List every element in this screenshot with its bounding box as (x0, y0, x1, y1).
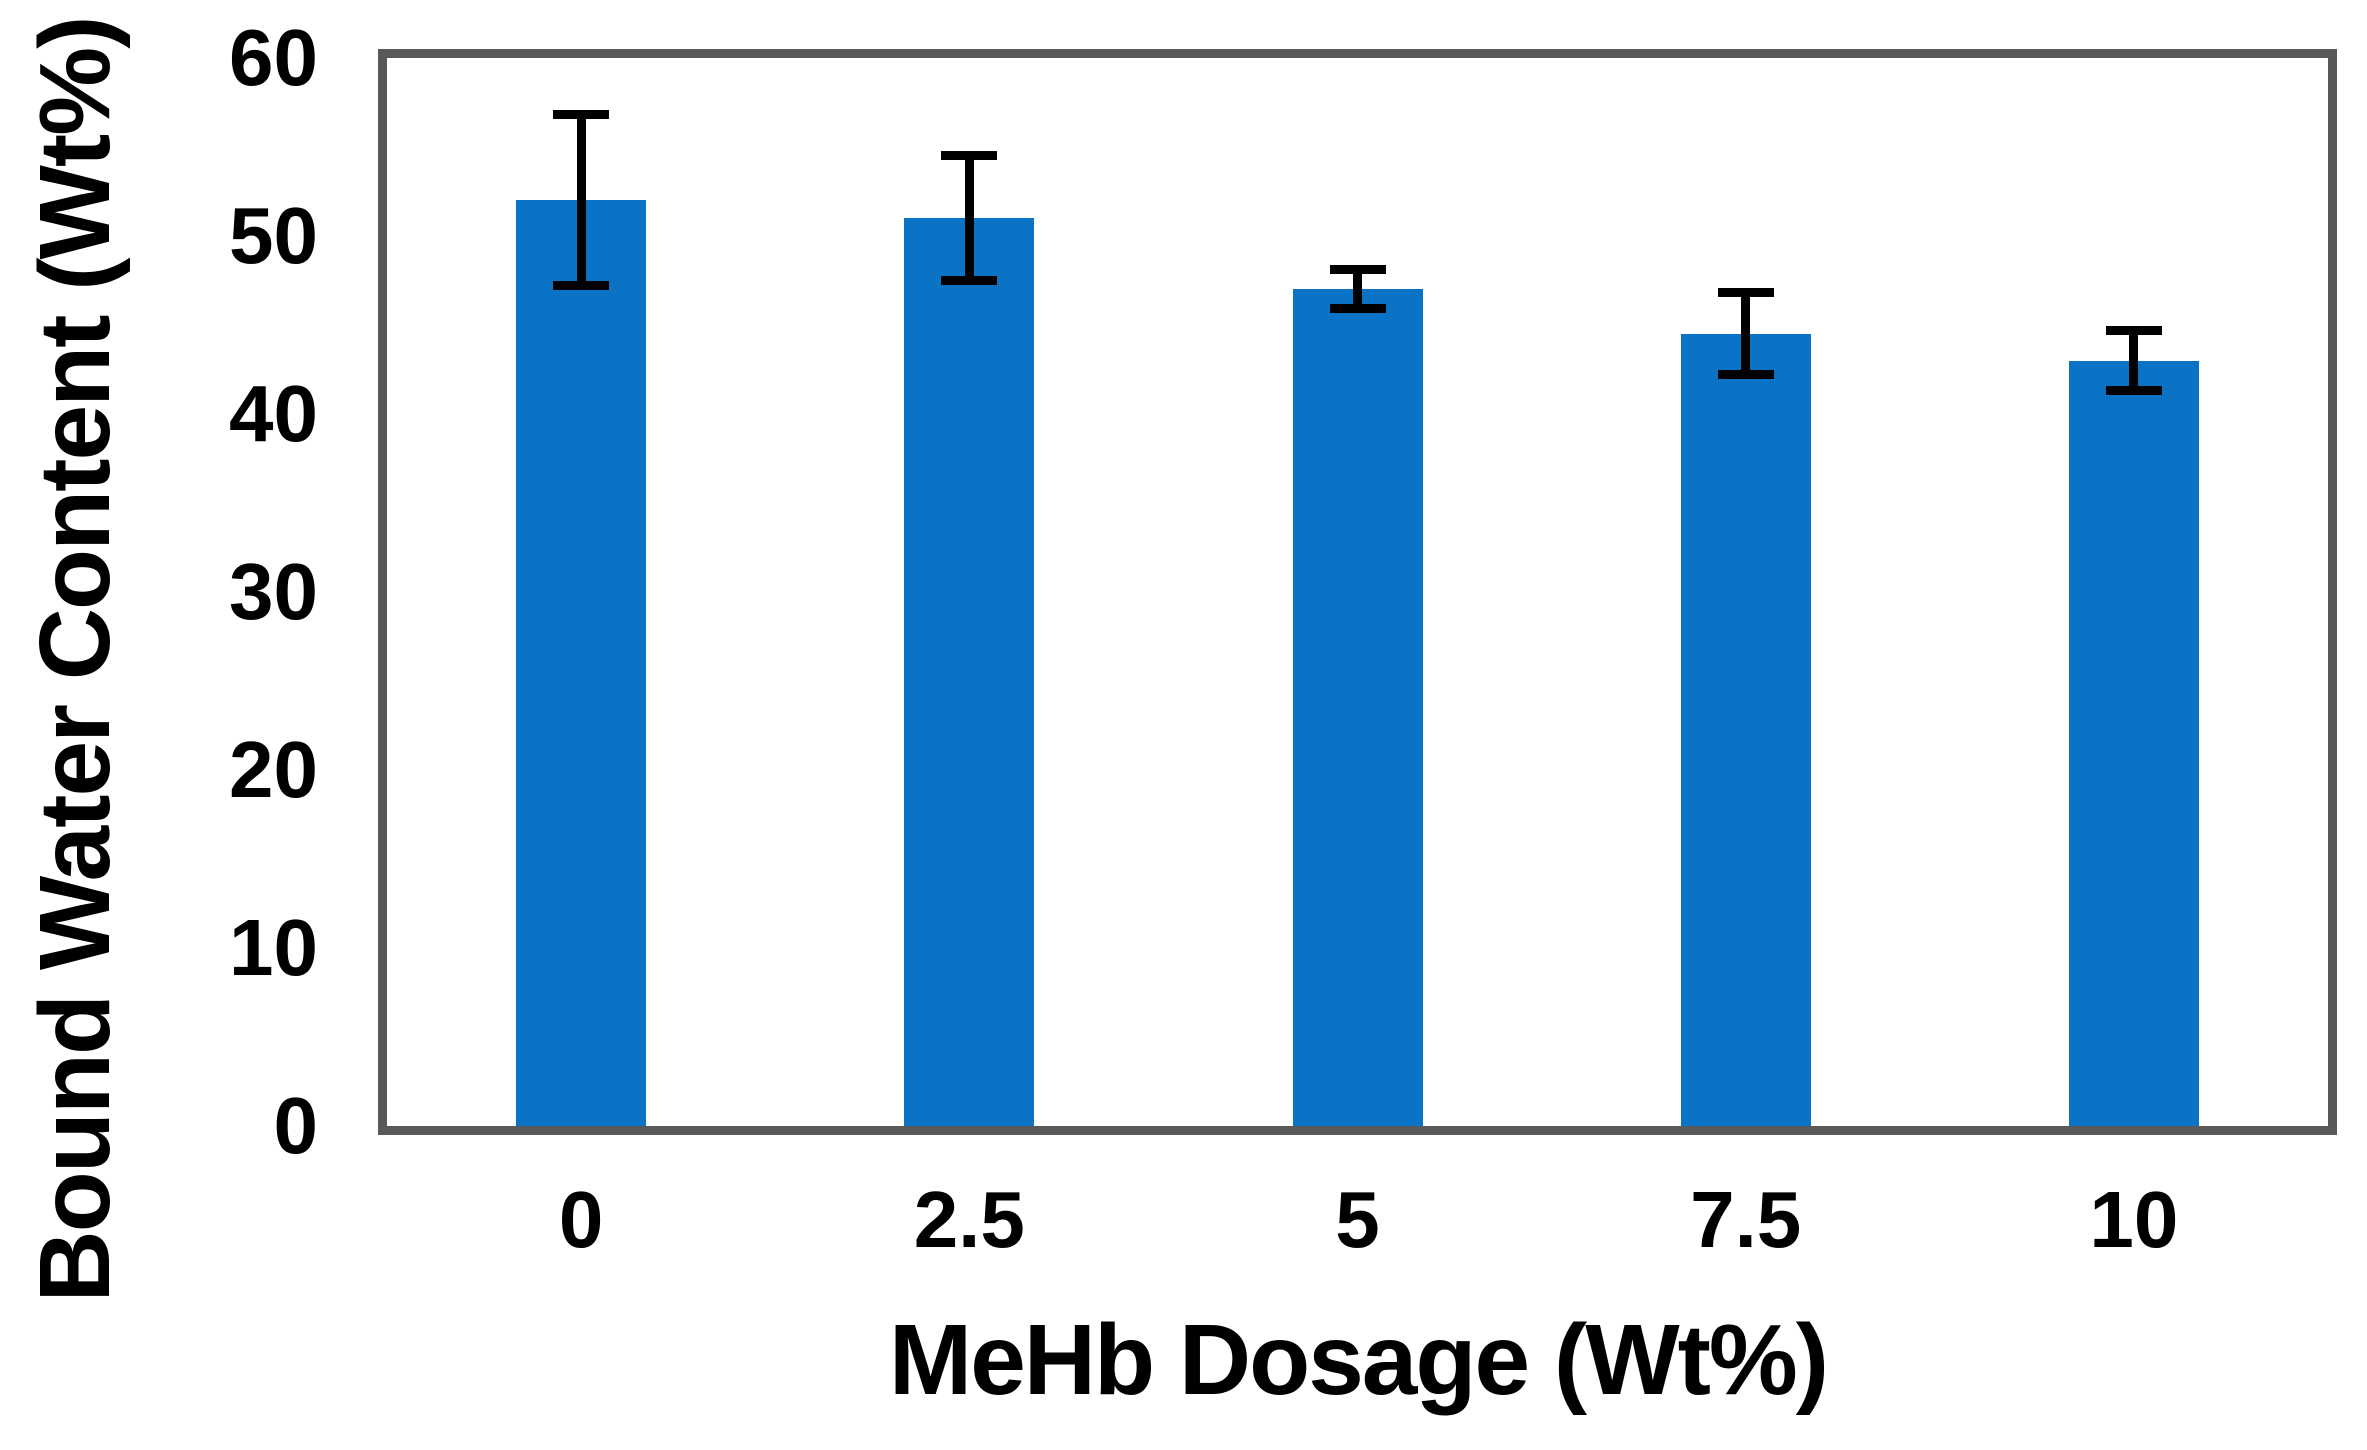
bar (1292, 289, 1423, 1126)
x-axis-title: MeHb Dosage (Wt%) (888, 1304, 1829, 1416)
y-tick-label: 60 (229, 13, 318, 102)
error-bar (964, 155, 974, 281)
error-bar-cap (941, 151, 998, 161)
x-tick-label: 10 (2089, 1175, 2179, 1264)
x-tick-label: 0 (558, 1175, 604, 1264)
error-bar (576, 114, 586, 286)
error-bar (1353, 269, 1362, 309)
error-bar-cap (1329, 304, 1386, 314)
error-bar (2129, 330, 2139, 391)
error-bar-cap (1717, 370, 1774, 380)
bar (2068, 360, 2199, 1126)
error-bar-cap (1329, 265, 1386, 275)
error-bar-cap (2105, 325, 2162, 335)
y-tick-label: 50 (229, 191, 318, 280)
bars-layer (387, 58, 2328, 1126)
y-tick-label: 40 (229, 369, 318, 458)
x-tick-label: 5 (1335, 1175, 1380, 1264)
error-bar-cap (1717, 288, 1774, 298)
error-bar-cap (2105, 386, 2162, 396)
error-bar-cap (941, 276, 998, 285)
x-tick-label: 2.5 (913, 1175, 1025, 1264)
error-bar-cap (553, 110, 610, 120)
x-tick-label: 7.5 (1690, 1175, 1802, 1264)
y-tick-label: 20 (229, 725, 318, 814)
bar (516, 200, 647, 1126)
error-bar-cap (553, 281, 610, 291)
y-tick-label: 0 (273, 1081, 319, 1170)
y-tick-label: 10 (229, 903, 318, 992)
bar (904, 218, 1035, 1126)
y-tick-label: 30 (229, 547, 318, 636)
bar (1680, 333, 1811, 1126)
plot-area (378, 49, 2337, 1135)
error-bar (1741, 292, 1751, 375)
